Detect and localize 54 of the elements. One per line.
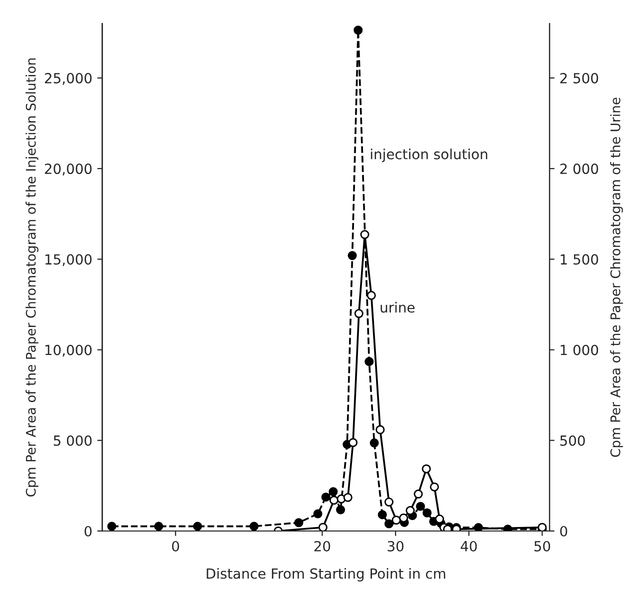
point (313, 509, 322, 518)
y2-tick-label: 500 (560, 435, 585, 446)
point (193, 522, 202, 531)
y-tick-label: 20,000 (44, 164, 92, 176)
y2-tick-label: 2 000 (560, 164, 598, 174)
point (348, 251, 357, 260)
point (399, 513, 408, 522)
point (354, 309, 364, 318)
point (378, 510, 387, 520)
point (250, 522, 259, 531)
y2-axis-title: Cpm Per Area of the Paper Chromatogram of the Urine (610, 98, 623, 457)
point (329, 496, 338, 505)
y-tick-label: 0 (84, 526, 92, 536)
x-tick-label: 50 (534, 540, 550, 552)
point (416, 502, 425, 511)
point (336, 505, 346, 514)
point (107, 522, 116, 531)
point (294, 518, 304, 528)
series-label: urine (380, 302, 415, 313)
point (343, 492, 352, 502)
y-tick-label: 15,000 (45, 254, 92, 266)
y-tick-label: 5 000 (54, 435, 92, 446)
y-axis-title: Cpm Per Area of the Paper Chromatogram of the Injection Solution (26, 58, 38, 496)
x-tick-label: 40 (460, 540, 477, 552)
point (430, 482, 439, 492)
point (422, 508, 432, 518)
x-tick-label: 0 (172, 540, 180, 552)
y2-tick-label: 0 (560, 526, 568, 536)
y-tick-label: 25,000 (44, 72, 92, 85)
y-tick-label: 10,000 (45, 344, 92, 357)
point (384, 519, 394, 528)
y2-tick-label: 1 500 (560, 254, 598, 265)
point (348, 438, 358, 448)
point (392, 516, 401, 525)
point (422, 464, 431, 474)
point (370, 438, 379, 448)
point (414, 490, 423, 499)
point (360, 230, 370, 240)
point (364, 357, 374, 366)
x-axis-title: Distance From Starting Point in cm (206, 568, 446, 582)
point (384, 497, 394, 507)
point (318, 522, 328, 531)
point (328, 487, 338, 496)
y2-tick-label: 2 500 (560, 72, 598, 84)
point (154, 522, 164, 531)
y2-tick-label: 1 000 (560, 344, 598, 356)
point (321, 492, 330, 502)
x-tick-label: 30 (388, 540, 404, 552)
point (406, 506, 415, 516)
series-label: injection solution (370, 148, 488, 162)
point (354, 26, 363, 35)
x-tick-label: 20 (314, 540, 330, 552)
point (376, 425, 385, 434)
point (366, 290, 376, 300)
